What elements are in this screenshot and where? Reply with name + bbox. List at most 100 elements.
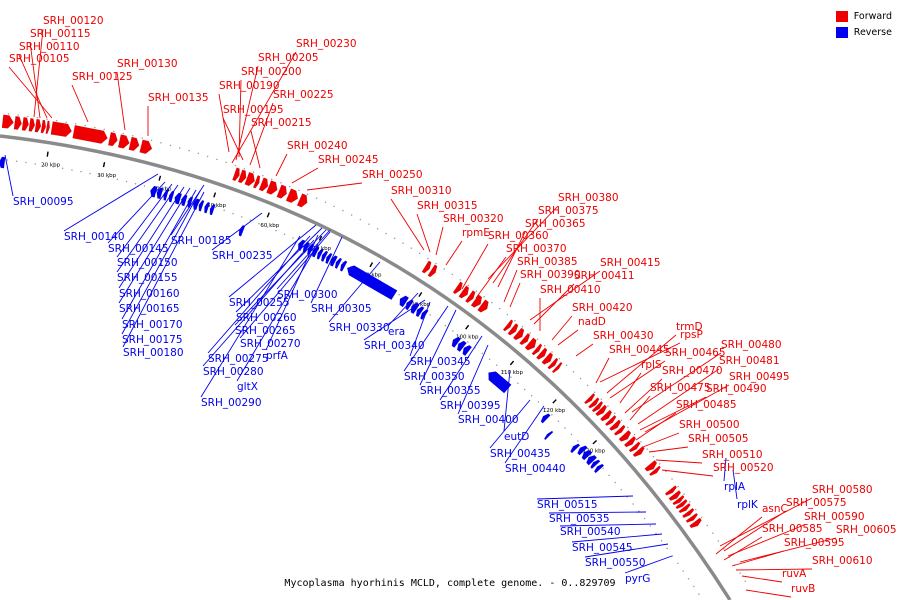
tick-mark <box>509 360 515 366</box>
coordinate-dot <box>551 414 553 416</box>
reverse-gene-arrow <box>163 189 169 201</box>
genome-backbone-arc <box>0 134 732 600</box>
forward-gene-arrow <box>609 419 622 431</box>
coordinate-dot <box>564 427 566 429</box>
reverse-gene-arrow <box>156 187 164 200</box>
coordinate-dot <box>558 357 561 360</box>
forward-gene-arrow <box>276 184 287 199</box>
coordinate-dot <box>660 539 663 542</box>
forward-gene-arrow <box>72 125 108 144</box>
coordinate-dot <box>324 201 327 204</box>
coordinate-dot <box>249 219 252 221</box>
forward-gene-arrow <box>117 134 130 149</box>
coordinate-dot <box>125 180 128 183</box>
coordinate-dot <box>178 147 181 149</box>
leader-line <box>655 459 703 464</box>
reverse-gene-arrow <box>320 250 329 262</box>
leader-line <box>487 205 559 280</box>
coordinate-dot <box>65 121 67 123</box>
leader-line <box>606 334 677 394</box>
coordinate-dot <box>495 364 498 366</box>
coordinate-dot <box>266 226 269 228</box>
tick-label: 100 kbp <box>456 334 479 340</box>
reverse-gene-label: SRH_00300 <box>277 289 338 301</box>
gene-label-text: SRH_00430 <box>593 330 654 342</box>
reverse-gene-arrow <box>456 340 467 352</box>
leader-line <box>33 28 44 118</box>
coordinate-dot <box>350 214 353 216</box>
forward-gene-arrow <box>427 264 438 278</box>
leader-line <box>642 432 680 448</box>
reverse-gene-arrow <box>334 257 343 269</box>
coordinate-dot <box>607 405 609 407</box>
reverse-gene-label: SRH_00395 <box>440 400 501 412</box>
forward-gene-arrow <box>502 319 514 332</box>
forward-gene-arrow <box>1 114 14 129</box>
gene-label-text: SRH_00160 <box>119 288 180 300</box>
coordinate-dot <box>640 441 642 443</box>
forward-gene-arrow <box>45 120 50 135</box>
coordinate-dot <box>586 384 589 387</box>
gene-label-text: SRH_00575 <box>786 497 847 509</box>
forward-gene-label: SRH_00505 <box>688 433 749 445</box>
leader-line <box>731 550 785 567</box>
gene-label-text: SRH_00265 <box>235 325 296 337</box>
forward-gene-label: SRH_00481 <box>719 355 780 367</box>
coordinate-dot <box>280 182 282 184</box>
reverse-gene-label: SRH_00540 <box>560 526 621 538</box>
coordinate-dot <box>443 268 445 270</box>
forward-gene-arrow <box>28 117 36 132</box>
leader-line <box>575 343 594 357</box>
leader-line <box>403 305 449 372</box>
forward-gene-label: rplS <box>641 359 662 371</box>
coordinate-dot <box>687 577 690 580</box>
gene-label-text: gltX <box>237 381 258 393</box>
coordinate-dot <box>80 170 82 173</box>
reverse-gene-arrow <box>180 194 188 207</box>
gene-label-text: era <box>388 326 405 338</box>
forward-gene-arrow <box>296 193 308 208</box>
coordinate-dot <box>243 168 246 170</box>
legend: Forward Reverse <box>835 8 892 40</box>
leader-lines <box>4 28 837 598</box>
coordinate-dot <box>359 218 362 221</box>
leader-line <box>116 183 173 258</box>
leader-line <box>390 198 425 251</box>
reverse-swatch <box>835 26 848 38</box>
tick-label: 90 kbp <box>411 302 430 308</box>
coordinate-dot <box>342 209 344 212</box>
leader-line <box>107 181 166 244</box>
reverse-gene-label: SRH_00165 <box>119 303 180 315</box>
forward-gene-label: SRH_00225 <box>273 89 334 101</box>
gene-label-text: SRH_00585 <box>762 523 823 535</box>
coordinate-dot <box>61 167 64 170</box>
reverse-gene-label: rplK <box>737 499 759 511</box>
forward-gene-arrow <box>470 294 483 308</box>
forward-gene-arrow <box>531 343 543 356</box>
gene-label-text: SRH_00330 <box>329 322 390 334</box>
gene-label-text: SRH_00500 <box>679 419 740 431</box>
reverse-gene-label: SRH_00145 <box>108 243 169 255</box>
gene-label-text: SRH_00095 <box>13 196 74 208</box>
gene-label-text: SRH_00225 <box>273 89 334 101</box>
coordinate-dot <box>475 290 478 292</box>
gene-label-text: SRH_00390 <box>520 269 581 281</box>
reverse-gene-arrow <box>543 430 554 441</box>
gene-label-text: SRH_00610 <box>812 555 873 567</box>
coordinate-dot <box>27 115 29 118</box>
forward-gene-arrow <box>285 188 299 204</box>
reverse-gene-label: SRH_00275 <box>208 353 269 365</box>
gene-label-text: SRH_00375 <box>538 205 599 217</box>
coordinate-dot <box>717 540 720 542</box>
forward-gene-label: SRH_00480 <box>721 339 782 351</box>
forward-gene-arrow <box>541 352 554 365</box>
tick-mark <box>46 151 49 157</box>
reverse-gene-label: SRH_00095 <box>13 196 74 208</box>
leader-line <box>218 93 230 153</box>
coordinate-dot <box>225 161 227 164</box>
tick-label: 60 kbp <box>260 223 279 229</box>
coordinate-dot <box>638 510 640 512</box>
leader-line <box>584 543 669 558</box>
leader-line <box>629 395 651 421</box>
coordinate-dot <box>570 433 573 436</box>
